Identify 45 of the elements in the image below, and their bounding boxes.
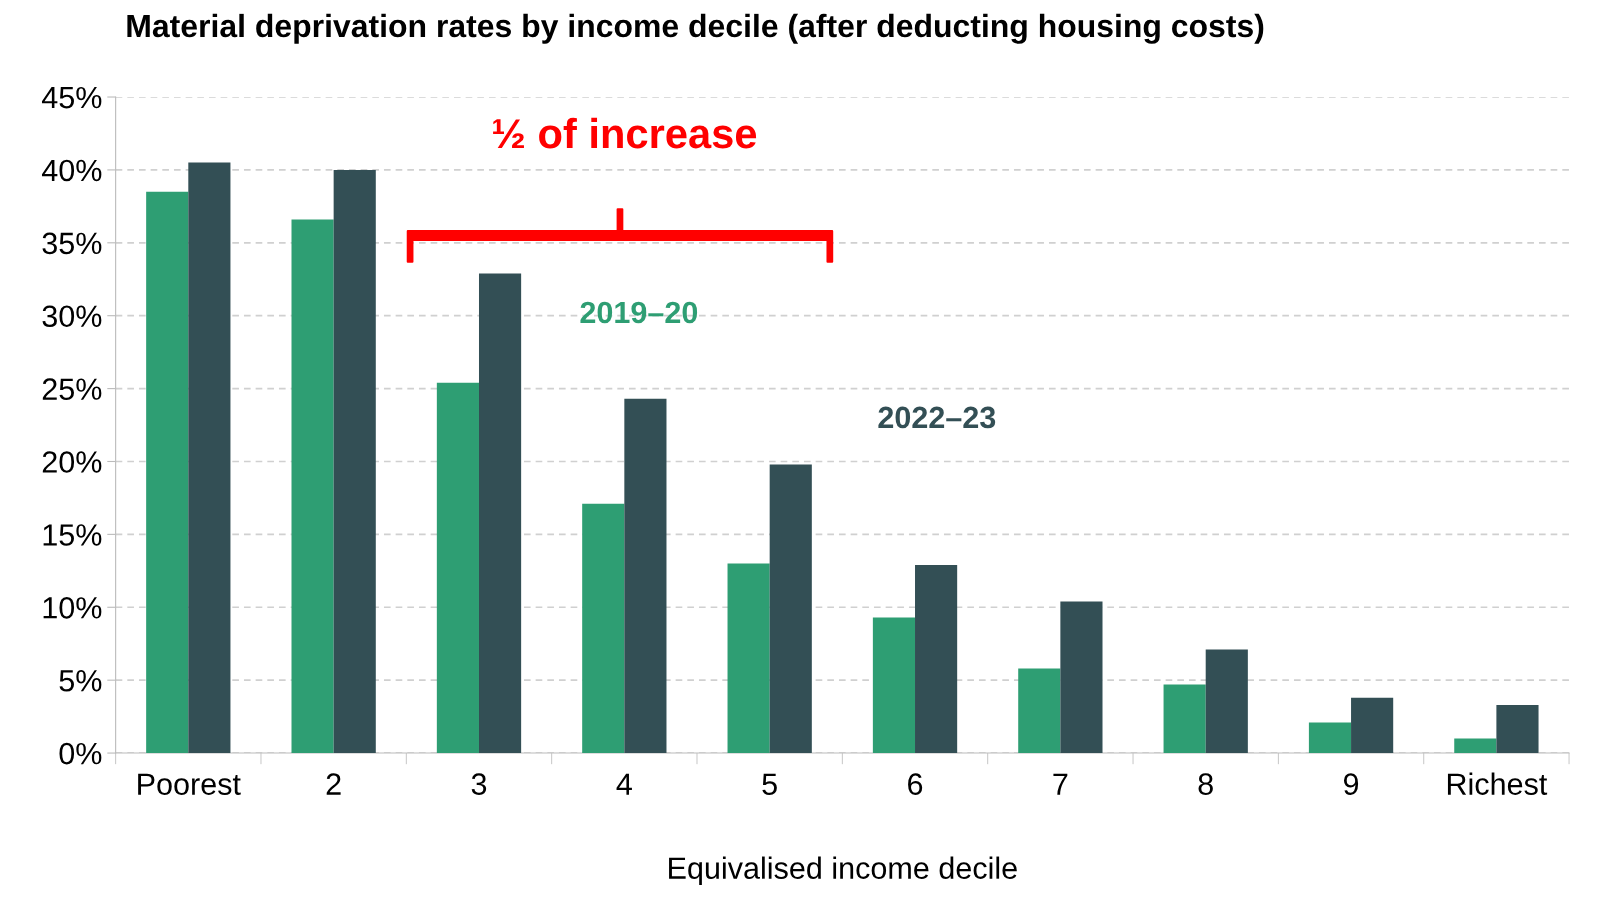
y-tick-label: 10% bbox=[43, 597, 102, 619]
x-tick-label: 2 bbox=[326, 773, 341, 795]
y-tick-label: 30% bbox=[42, 305, 102, 328]
y-tick-label: 5% bbox=[59, 670, 102, 692]
bar bbox=[1308, 722, 1352, 754]
y-tick-label: 0% bbox=[59, 742, 102, 765]
y-tick-label: 15% bbox=[43, 524, 102, 546]
annotation: ½ of increase bbox=[493, 117, 757, 149]
x-tick-label: 7 bbox=[1053, 773, 1068, 795]
y-tick-label: 45% bbox=[41, 86, 102, 109]
bar bbox=[1496, 704, 1539, 754]
x-tick-label: Richest bbox=[1447, 772, 1548, 795]
bar bbox=[1163, 684, 1206, 754]
bar bbox=[872, 617, 916, 754]
x-tick-label: 6 bbox=[908, 773, 923, 795]
bar bbox=[291, 219, 334, 754]
x-tick-label: 4 bbox=[616, 773, 632, 795]
bar bbox=[727, 563, 770, 754]
y-tick-label: 40% bbox=[41, 159, 102, 182]
text: 2022–23 bbox=[878, 406, 996, 429]
text: 2019–20 bbox=[580, 301, 698, 324]
chart-title: Material deprivation rates by income decile (after deducting housing costs) bbox=[127, 13, 1264, 44]
bar bbox=[1454, 738, 1497, 754]
y-tick-label: 25% bbox=[42, 378, 102, 400]
x-axis-title: Equivalised income decile bbox=[669, 856, 1017, 886]
bar bbox=[624, 398, 667, 754]
x-tick-label: 3 bbox=[471, 773, 487, 795]
bar bbox=[478, 273, 522, 754]
x-tick-label: 8 bbox=[1198, 773, 1213, 795]
bar bbox=[1351, 697, 1394, 754]
bar bbox=[146, 191, 189, 754]
bar bbox=[769, 464, 812, 754]
bar bbox=[1060, 601, 1103, 754]
bar bbox=[436, 382, 479, 754]
y-tick-label: 35% bbox=[42, 232, 102, 255]
bar bbox=[1205, 649, 1248, 754]
bar bbox=[188, 162, 231, 754]
x-tick-label: 9 bbox=[1343, 773, 1359, 795]
bar bbox=[915, 565, 958, 754]
y-tick-label: 20% bbox=[42, 451, 102, 473]
bar bbox=[582, 503, 625, 754]
x-tick-label: 5 bbox=[762, 773, 777, 795]
bar bbox=[1018, 668, 1061, 754]
bar bbox=[333, 169, 376, 754]
x-tick-label: Poorest bbox=[138, 773, 241, 795]
